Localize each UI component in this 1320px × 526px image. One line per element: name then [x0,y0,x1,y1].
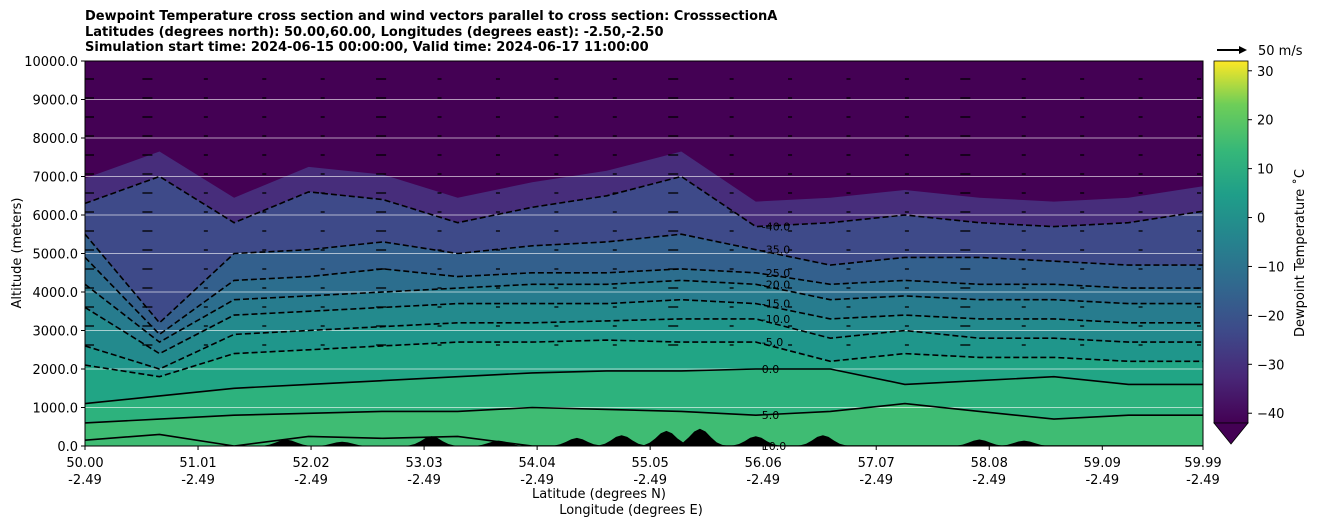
y-tick-label: 4000.0 [33,286,79,301]
x-tick-label-lon: -2.49 [1085,473,1119,488]
colorbar-tick-label: 0 [1257,212,1265,227]
contour-lines [85,175,1203,446]
contour-line [85,279,1203,344]
y-axis: 0.0 1000.0 2000.0 3000.0 4000.0 5000.0 6000.0 7… [24,55,85,455]
colorbar-tick-label: 30 [1257,65,1274,80]
y-tick-label: 7000.0 [33,171,79,186]
grid-lines [85,99,1203,408]
contour-label: 10.0 [762,440,787,453]
x-tick-label-lat: 55.05 [632,456,669,471]
x-axis-label: Latitude (degrees N) [532,487,666,502]
colorbar-tick-label: −10 [1257,260,1284,275]
x-axis: 50.00 -2.49 51.01 -2.49 52.02 -2.49 53.03 -2.49… [66,446,1222,488]
y-tick-label: 1000.0 [33,402,79,417]
colorbar-ticks: 30 20 10 0 −10 −20 −30 −40 [1248,65,1284,422]
y-tick-label: 10000.0 [24,55,78,70]
x-tick-label-lon: -2.49 [68,473,102,488]
y-tick-label: 3000.0 [33,325,79,340]
y-tick-label: 2000.0 [33,363,79,378]
x-tick-label-lat: 54.04 [519,456,556,471]
colorbar-tick-label: −20 [1257,309,1284,324]
contour-label: -35.0 [762,244,790,257]
contour-line [85,256,1203,336]
colorbar-tick-label: −40 [1257,407,1284,422]
contour-line [85,402,1203,424]
x-tick-label-lat: 51.01 [179,456,216,471]
x-tick-label-lon: -2.49 [633,473,667,488]
colorbar-tick-label: 20 [1257,114,1274,129]
x-tick-label-lon: -2.49 [972,473,1006,488]
x-tick-label-lat: 59.09 [1084,456,1121,471]
y-tick-label: 5000.0 [33,248,79,263]
colorbar-label: Dewpoint Temperature ˚C [1292,169,1308,337]
x-tick-label-lat: 58.08 [971,456,1008,471]
y-axis-label: Altitude (meters) [10,198,25,309]
colorbar-body [1213,60,1249,424]
x-tick-label-lat: 53.03 [405,456,442,471]
x-tick-label-lat: 56.06 [745,456,782,471]
x-tick-label-lon: -2.49 [407,473,441,488]
contour-line [85,233,1203,324]
y-tick-label: 0.0 [57,440,78,455]
x-tick-label-lon: -2.49 [520,473,554,488]
contour-label: -40.0 [762,221,790,234]
x-tick-label-lon: -2.49 [181,473,215,488]
x-tick-label-lon: -2.49 [1186,473,1220,488]
contour-label: 0.0 [762,363,780,376]
colorbar: 30 20 10 0 −10 −20 −30 −40 Dewpoint Temperature… [1213,60,1308,445]
x-tick-label-lon: -2.49 [859,473,893,488]
contour-line [85,433,1203,446]
contour-label: -10.0 [762,313,790,326]
contour-label: -5.0 [762,336,783,349]
contour-label: -20.0 [762,278,790,291]
title-line-1: Dewpoint Temperature cross section and w… [85,9,778,24]
contour-label: 5.0 [762,409,780,422]
x-tick-label-lat: 59.99 [1184,456,1221,471]
x-tick-label-lat: 50.00 [66,456,103,471]
x-tick-label-lat: 57.07 [858,456,895,471]
contour-line [85,298,1203,355]
chart-title: Dewpoint Temperature cross section and w… [85,9,777,56]
quiver-key: 50 m/s [1217,44,1303,59]
contour-line [85,339,1203,378]
x-tick-label-lon: -2.49 [746,473,780,488]
contour-line [85,368,1203,405]
title-line-2: Latitudes (degrees north): 50.00,60.00, … [85,24,664,40]
contour-label: -15.0 [762,298,790,311]
y-tick-label: 9000.0 [33,94,79,109]
colorbar-tick-label: −30 [1257,358,1284,373]
plot-area [85,61,1203,446]
fill-band-coldest [85,61,1203,202]
contour-label: -25.0 [762,267,790,280]
quiver-key-arrowhead [1239,46,1247,54]
contour-labels: 0.0 5.0 10.0 -5.0 -10.0 -15.0 -20.0-25.0 -35.0 -… [762,221,790,453]
x-tick-label-lat: 52.02 [292,456,329,471]
colorbar-tick-label: 10 [1257,163,1274,178]
x-axis-label-2: Longitude (degrees E) [559,503,703,518]
title-line-3: Simulation start time: 2024-06-15 00:00:… [85,40,649,55]
wind-vectors [85,78,1201,346]
x-tick-label-lon: -2.49 [294,473,328,488]
contour-line [85,175,1203,228]
y-tick-label: 6000.0 [33,209,79,224]
y-tick-label: 8000.0 [33,132,79,147]
colorbar-extend-min [1213,422,1249,445]
contour-line [85,318,1203,370]
quiver-key-label: 50 m/s [1258,44,1303,59]
